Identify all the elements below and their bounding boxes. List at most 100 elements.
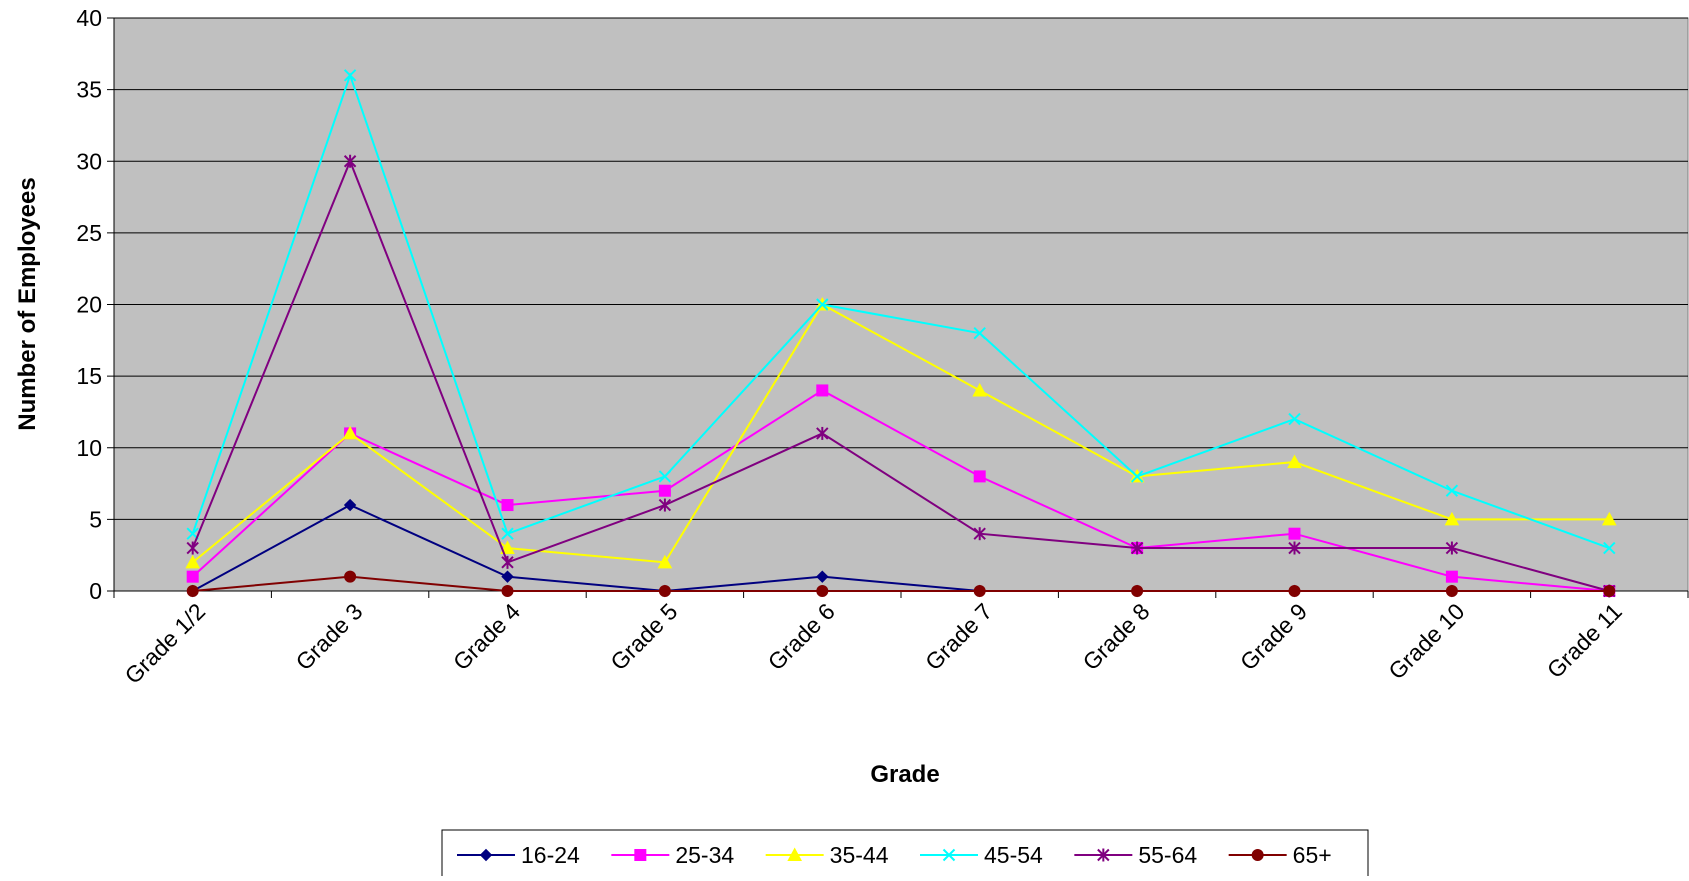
marker-x bbox=[942, 848, 956, 862]
y-tick-label: 20 bbox=[76, 292, 102, 318]
marker-star bbox=[501, 555, 514, 569]
marker-x-stroke bbox=[973, 326, 986, 340]
series-line bbox=[192, 303, 1610, 564]
x-axis-title: Grade bbox=[870, 761, 939, 788]
series-65+ bbox=[186, 570, 1616, 597]
marker-triangle bbox=[787, 847, 803, 861]
series-line bbox=[191, 158, 1610, 592]
marker-square bbox=[1288, 527, 1301, 540]
x-tick-label: Grade 7 bbox=[920, 598, 997, 675]
marker-square bbox=[658, 484, 671, 497]
legend-label: 35-44 bbox=[830, 842, 889, 868]
marker-circle bbox=[1445, 585, 1458, 597]
marker-x bbox=[816, 298, 829, 311]
y-tick-label: 0 bbox=[89, 578, 102, 604]
marker-x bbox=[658, 470, 672, 483]
marker-x-stroke bbox=[816, 298, 829, 311]
marker-x-stroke bbox=[1603, 541, 1616, 555]
legend-label: 25-34 bbox=[675, 842, 734, 868]
marker-x bbox=[1130, 470, 1144, 483]
marker-triangle bbox=[185, 554, 201, 569]
y-tick-label: 5 bbox=[89, 506, 102, 532]
x-tick-label: Grade 9 bbox=[1235, 598, 1312, 675]
legend-item: 35-44 bbox=[765, 842, 889, 868]
marker-x-stroke bbox=[1130, 470, 1144, 483]
marker-triangle bbox=[1444, 511, 1460, 526]
series-line bbox=[192, 389, 1610, 592]
legend-box bbox=[441, 829, 1369, 881]
legend-item: 55-64 bbox=[1074, 842, 1197, 868]
marker-triangle bbox=[342, 425, 358, 440]
series-line bbox=[192, 575, 1610, 592]
marker-x-stroke bbox=[942, 848, 956, 862]
marker-star bbox=[658, 498, 672, 512]
marker-x bbox=[1445, 484, 1459, 497]
legend-item: 25-34 bbox=[611, 842, 734, 868]
marker-triangle bbox=[1287, 454, 1302, 469]
marker-circle bbox=[186, 585, 199, 597]
marker-star bbox=[1097, 848, 1110, 862]
legend-item: 45-54 bbox=[920, 842, 1043, 868]
marker-star bbox=[1288, 541, 1301, 555]
marker-star bbox=[1445, 541, 1459, 555]
marker-x bbox=[1603, 541, 1616, 555]
marker-circle bbox=[816, 585, 829, 597]
x-tick-label: Grade 4 bbox=[448, 598, 525, 675]
marker-x-stroke bbox=[658, 470, 672, 483]
legend-label: 16-24 bbox=[521, 842, 580, 868]
marker-diamond bbox=[479, 848, 493, 862]
y-tick-label: 25 bbox=[76, 220, 102, 246]
marker-triangle bbox=[1601, 511, 1617, 526]
x-tick-label: Grade 8 bbox=[1077, 598, 1154, 675]
marker-x bbox=[1288, 412, 1301, 426]
legend-label: 65+ bbox=[1293, 842, 1332, 868]
marker-square bbox=[816, 384, 829, 397]
marker-diamond bbox=[343, 498, 357, 512]
y-tick-label: 15 bbox=[76, 363, 102, 389]
marker-circle bbox=[344, 570, 357, 583]
marker-x bbox=[343, 69, 357, 82]
y-axis-title: Number of Employees bbox=[14, 177, 41, 430]
marker-star bbox=[343, 154, 357, 168]
marker-circle bbox=[658, 585, 671, 597]
x-tick-label: Grade 3 bbox=[290, 598, 367, 675]
marker-diamond bbox=[501, 570, 514, 583]
marker-circle bbox=[501, 585, 514, 597]
legend-item: 65+ bbox=[1228, 842, 1332, 868]
x-tick-label: Grade 6 bbox=[763, 598, 840, 675]
marker-triangle bbox=[657, 554, 673, 569]
y-tick-label: 10 bbox=[76, 435, 102, 461]
marker-triangle bbox=[972, 382, 988, 397]
marker-x-stroke bbox=[1445, 484, 1459, 497]
x-tick-label: Grade 10 bbox=[1383, 598, 1469, 684]
legend-label: 45-54 bbox=[984, 842, 1043, 868]
gridlines bbox=[114, 17, 1688, 520]
y-tick-label: 35 bbox=[76, 77, 102, 103]
marker-circle bbox=[1131, 585, 1144, 597]
marker-diamond bbox=[816, 570, 829, 583]
marker-x-stroke bbox=[343, 69, 357, 82]
marker-star bbox=[816, 426, 829, 440]
y-tick-label: 30 bbox=[76, 148, 102, 174]
marker-x-stroke bbox=[186, 527, 199, 540]
marker-triangle bbox=[500, 540, 515, 555]
marker-square bbox=[634, 849, 647, 861]
legend: 16-24 25-34 35-44 45-54 55-64 65+ bbox=[441, 829, 1369, 881]
marker-square bbox=[501, 499, 514, 512]
legend-item: 16-24 bbox=[457, 842, 580, 868]
marker-x bbox=[973, 326, 986, 340]
marker-square bbox=[973, 470, 986, 483]
marker-x-stroke bbox=[1288, 412, 1301, 426]
series-line bbox=[191, 72, 1610, 549]
x-tick-label: Grade 5 bbox=[605, 598, 682, 675]
x-tick-label: Grade 1/2 bbox=[120, 598, 211, 689]
marker-star bbox=[186, 541, 199, 555]
series-45-54 bbox=[186, 69, 1616, 555]
marker-star bbox=[973, 527, 986, 541]
series-lines bbox=[185, 69, 1617, 598]
marker-x-stroke bbox=[501, 527, 514, 540]
y-tick-label: 40 bbox=[76, 5, 102, 31]
marker-circle bbox=[973, 585, 986, 597]
